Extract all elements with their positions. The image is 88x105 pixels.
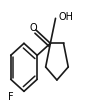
Text: O: O <box>29 23 37 33</box>
Text: OH: OH <box>58 12 73 22</box>
Text: F: F <box>8 92 14 102</box>
